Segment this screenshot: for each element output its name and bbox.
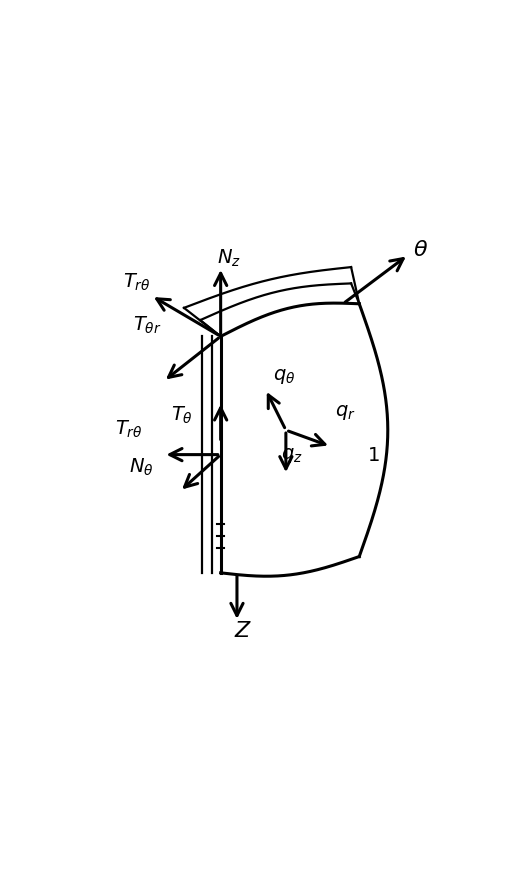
Text: $q_r$: $q_r$ (335, 403, 356, 422)
Text: $q_z$: $q_z$ (281, 446, 303, 465)
Text: $N_z$: $N_z$ (217, 247, 241, 268)
Text: $T_{\theta}$: $T_{\theta}$ (171, 403, 193, 425)
Text: $1$: $1$ (367, 446, 380, 464)
Text: $q_{\theta}$: $q_{\theta}$ (272, 367, 295, 385)
Text: $T_{\theta r}$: $T_{\theta r}$ (133, 314, 161, 335)
Text: $\theta$: $\theta$ (413, 239, 428, 260)
Text: $N_{\theta}$: $N_{\theta}$ (129, 457, 154, 478)
Text: $T_{r\theta}$: $T_{r\theta}$ (123, 271, 151, 293)
Text: $T_{r\theta}$: $T_{r\theta}$ (115, 418, 143, 439)
Text: $Z$: $Z$ (234, 619, 252, 641)
